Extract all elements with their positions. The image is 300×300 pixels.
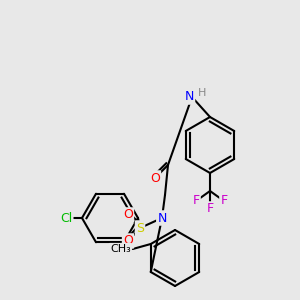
Text: O: O (123, 235, 133, 248)
Text: N: N (184, 91, 194, 103)
Text: N: N (157, 212, 167, 224)
Text: S: S (136, 221, 144, 235)
Text: F: F (206, 202, 214, 215)
Text: O: O (123, 208, 133, 221)
Text: CH₃: CH₃ (110, 244, 131, 254)
Text: O: O (150, 172, 160, 184)
Text: Cl: Cl (60, 212, 72, 224)
Text: F: F (220, 194, 228, 208)
Text: F: F (192, 194, 200, 208)
Text: H: H (198, 88, 206, 98)
